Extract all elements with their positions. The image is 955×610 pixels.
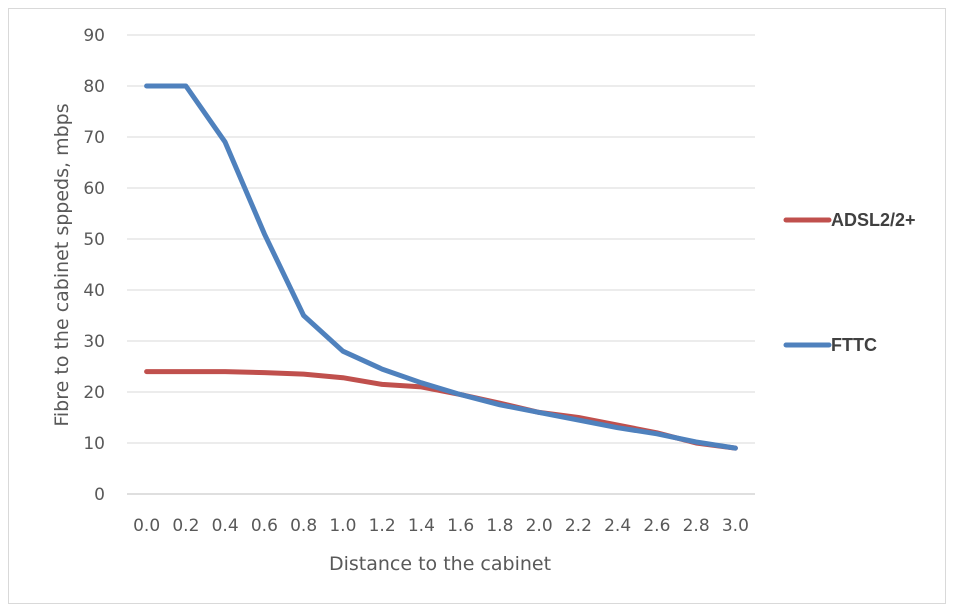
gridlines (127, 34, 755, 495)
x-tick-label: 2.6 (643, 516, 670, 536)
x-tick-label: 1.4 (408, 516, 435, 536)
y-tick-label: 10 (83, 434, 105, 454)
x-tick-label: 2.0 (526, 516, 553, 536)
x-tick-label: 2.2 (565, 516, 592, 536)
y-tick-labels: 0 10 20 30 40 50 60 70 80 90 (83, 26, 105, 505)
y-tick-label: 50 (83, 230, 105, 250)
chart-frame (8, 8, 946, 604)
x-tick-labels: 0.0 0.2 0.4 0.6 0.8 1.0 1.2 1.4 1.6 1.8 2.0 2.2 2.4 2… (133, 516, 749, 536)
y-tick-label: 70 (83, 128, 105, 148)
x-tick-label: 3.0 (722, 516, 749, 536)
x-tick-label: 1.8 (486, 516, 513, 536)
x-tick-label: 1.0 (329, 516, 356, 536)
legend-label: FTTC (831, 335, 877, 355)
x-tick-label: 0.4 (212, 516, 239, 536)
series-lines (144, 83, 738, 451)
x-tick-label: 1.6 (447, 516, 474, 536)
legend-label: ADSL2/2+ (831, 210, 916, 230)
y-tick-label: 90 (83, 26, 105, 46)
legend: ADSL2/2+ FTTC (783, 210, 916, 355)
y-tick-label: 80 (83, 77, 105, 97)
x-tick-label: 2.4 (604, 516, 631, 536)
series-line-fttc (144, 83, 738, 451)
y-tick-label: 20 (83, 383, 105, 403)
y-tick-label: 40 (83, 281, 105, 301)
y-tick-label: 30 (83, 332, 105, 352)
y-tick-label: 60 (83, 179, 105, 199)
x-tick-label: 0.0 (133, 516, 160, 536)
x-tick-label: 0.6 (251, 516, 278, 536)
x-tick-label: 0.2 (172, 516, 199, 536)
x-tick-label: 1.2 (369, 516, 396, 536)
x-axis-label: Distance to the cabinet (329, 553, 551, 575)
x-tick-label: 2.8 (683, 516, 710, 536)
series-line-adsl2-2- (144, 369, 738, 451)
y-tick-label: 0 (94, 485, 105, 505)
y-axis-label: Fibre to the cabinet sppeds, mbps (51, 103, 73, 426)
x-tick-label: 0.8 (290, 516, 317, 536)
